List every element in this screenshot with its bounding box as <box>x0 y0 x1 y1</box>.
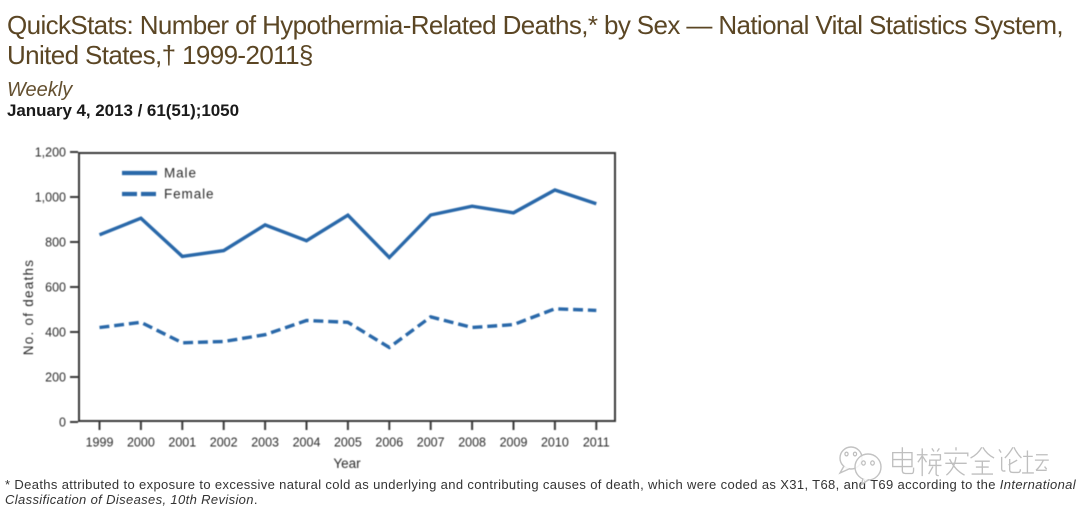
svg-text:2002: 2002 <box>210 436 238 450</box>
svg-text:0: 0 <box>59 416 66 430</box>
svg-text:1,200: 1,200 <box>35 146 66 160</box>
svg-text:2009: 2009 <box>500 436 528 450</box>
svg-text:800: 800 <box>45 236 66 250</box>
svg-text:2007: 2007 <box>417 436 445 450</box>
svg-text:Male: Male <box>164 166 197 181</box>
svg-text:2006: 2006 <box>375 436 403 450</box>
svg-text:2005: 2005 <box>334 436 362 450</box>
svg-text:Female: Female <box>164 187 214 202</box>
svg-text:1,000: 1,000 <box>35 191 66 205</box>
svg-text:2008: 2008 <box>458 436 486 450</box>
svg-text:No. of deaths: No. of deaths <box>21 259 36 356</box>
svg-text:2000: 2000 <box>127 436 155 450</box>
svg-text:2003: 2003 <box>251 436 279 450</box>
svg-text:2011: 2011 <box>583 436 610 450</box>
svg-text:200: 200 <box>45 371 66 385</box>
svg-text:600: 600 <box>45 281 66 295</box>
svg-text:2004: 2004 <box>293 436 321 450</box>
svg-text:Year: Year <box>333 456 361 471</box>
svg-text:400: 400 <box>45 326 66 340</box>
svg-text:2001: 2001 <box>168 436 196 450</box>
svg-text:1999: 1999 <box>86 436 114 450</box>
svg-text:2010: 2010 <box>541 436 569 450</box>
